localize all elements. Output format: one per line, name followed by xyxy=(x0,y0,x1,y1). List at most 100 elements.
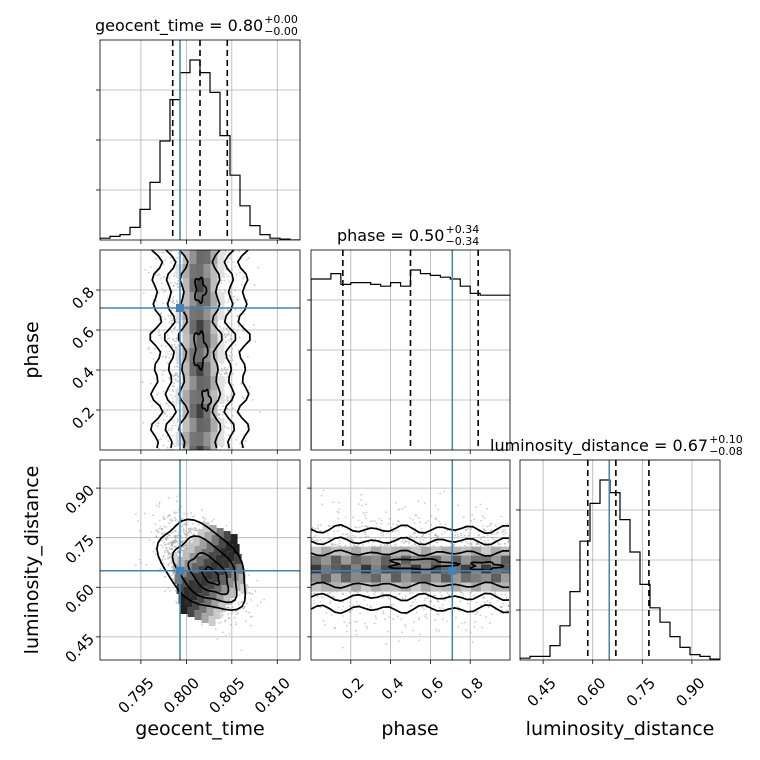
hist-panel-luminosity_distance xyxy=(516,459,721,664)
sample-point xyxy=(242,277,245,280)
sample-point xyxy=(490,528,493,531)
sample-point xyxy=(162,444,165,447)
sample-point xyxy=(165,551,168,553)
sample-point xyxy=(162,541,165,544)
sample-point xyxy=(364,517,367,520)
sample-point xyxy=(263,598,265,601)
density-cell xyxy=(210,390,218,404)
sample-point xyxy=(167,496,170,499)
sample-point xyxy=(166,435,169,437)
sample-point xyxy=(437,520,440,523)
sample-point xyxy=(337,606,340,609)
sample-point xyxy=(235,438,237,441)
sample-point xyxy=(355,633,358,636)
sample-point xyxy=(171,338,174,341)
sample-point xyxy=(434,534,437,537)
sample-point xyxy=(174,424,177,427)
sample-point xyxy=(365,503,367,506)
sample-point xyxy=(167,587,169,590)
sample-point xyxy=(241,396,244,398)
sample-point xyxy=(507,541,510,543)
sample-point xyxy=(345,624,348,627)
sample-point xyxy=(170,261,173,264)
sample-point xyxy=(251,592,254,595)
sample-point xyxy=(413,543,416,546)
sample-point xyxy=(418,639,421,642)
sample-point xyxy=(411,604,413,607)
sample-point xyxy=(317,524,320,527)
sample-point xyxy=(159,334,161,337)
sample-point xyxy=(167,353,169,356)
sample-point xyxy=(506,523,509,525)
density-cell xyxy=(189,250,197,264)
sample-point xyxy=(168,564,170,567)
sample-point xyxy=(229,334,232,337)
sample-point xyxy=(226,308,229,311)
sample-point xyxy=(438,629,441,632)
sample-point xyxy=(499,543,502,546)
sample-point xyxy=(180,549,183,552)
sample-point xyxy=(423,608,426,611)
sample-point xyxy=(170,429,173,432)
sample-point xyxy=(170,250,172,253)
sample-point xyxy=(186,523,189,526)
sample-point xyxy=(340,608,343,611)
sample-point xyxy=(337,517,340,520)
density-cell xyxy=(194,546,202,557)
sample-point xyxy=(492,533,495,535)
sample-point xyxy=(254,340,257,343)
sample-point xyxy=(492,538,495,540)
sample-point xyxy=(380,519,383,522)
sample-point xyxy=(414,514,417,517)
sample-point xyxy=(154,523,157,526)
sample-point xyxy=(168,321,171,324)
density-cell xyxy=(189,390,197,404)
sample-point xyxy=(177,531,180,534)
sample-point xyxy=(172,531,174,534)
sample-point xyxy=(161,373,164,376)
sample-point xyxy=(443,598,446,601)
sample-point xyxy=(374,520,376,523)
sample-point xyxy=(364,533,367,536)
sample-point xyxy=(237,349,240,352)
sample-point xyxy=(404,526,407,529)
density-cell xyxy=(196,348,204,362)
sample-point xyxy=(227,396,229,399)
density-cell xyxy=(196,376,204,390)
sample-point xyxy=(494,592,497,595)
sample-point xyxy=(437,508,440,511)
density-cell xyxy=(199,539,207,550)
sample-point xyxy=(186,540,189,543)
sample-point xyxy=(388,517,391,520)
sample-point xyxy=(259,411,262,414)
sample-point xyxy=(364,525,367,528)
density-cell xyxy=(203,446,211,450)
sample-point xyxy=(167,550,170,553)
density-cell xyxy=(216,528,224,539)
sample-point xyxy=(168,357,171,359)
sample-point xyxy=(227,434,230,436)
sample-point xyxy=(422,534,424,537)
density-cell xyxy=(189,376,197,390)
sample-point xyxy=(225,371,228,374)
sample-point xyxy=(483,517,486,520)
sample-point xyxy=(480,538,483,541)
sample-point xyxy=(164,518,166,521)
sample-point xyxy=(191,516,194,518)
sample-point xyxy=(176,500,178,503)
density-cell xyxy=(219,575,227,586)
sample-point xyxy=(401,507,404,510)
sample-point xyxy=(332,543,335,546)
sample-point xyxy=(425,591,428,594)
sample-point xyxy=(227,301,229,304)
sample-point xyxy=(173,327,176,330)
sample-point xyxy=(320,530,323,533)
sample-point xyxy=(167,428,170,431)
sample-point xyxy=(225,376,228,379)
sample-point xyxy=(156,393,159,396)
sample-point xyxy=(412,621,415,623)
sample-point xyxy=(397,640,400,643)
density-cell xyxy=(189,320,197,334)
sample-point xyxy=(174,373,176,375)
sample-point xyxy=(160,336,163,339)
